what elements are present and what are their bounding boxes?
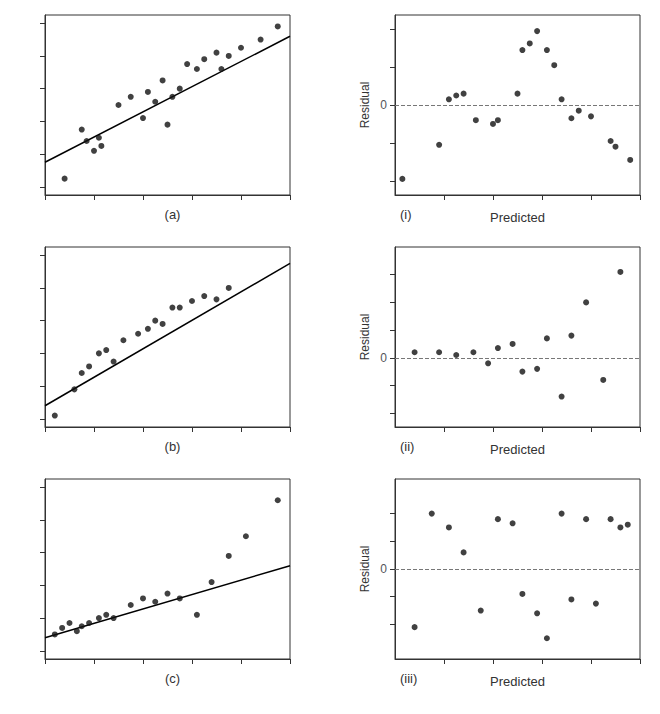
svg-text:Predicted: Predicted [490, 210, 545, 225]
svg-text:Predicted: Predicted [490, 674, 545, 689]
svg-text:Predicted: Predicted [490, 442, 545, 457]
svg-text:(c): (c) [165, 671, 180, 686]
svg-text:(iii): (iii) [400, 671, 417, 686]
svg-text:Residual: Residual [358, 546, 372, 593]
svg-text:(ii): (ii) [400, 439, 414, 454]
svg-text:0: 0 [380, 562, 387, 576]
svg-text:Residual: Residual [358, 314, 372, 361]
svg-text:0: 0 [380, 351, 387, 365]
svg-text:0: 0 [380, 98, 387, 112]
svg-text:Residual: Residual [358, 82, 372, 129]
svg-text:(a): (a) [165, 207, 181, 222]
svg-text:(i): (i) [400, 207, 412, 222]
svg-text:(b): (b) [165, 439, 181, 454]
